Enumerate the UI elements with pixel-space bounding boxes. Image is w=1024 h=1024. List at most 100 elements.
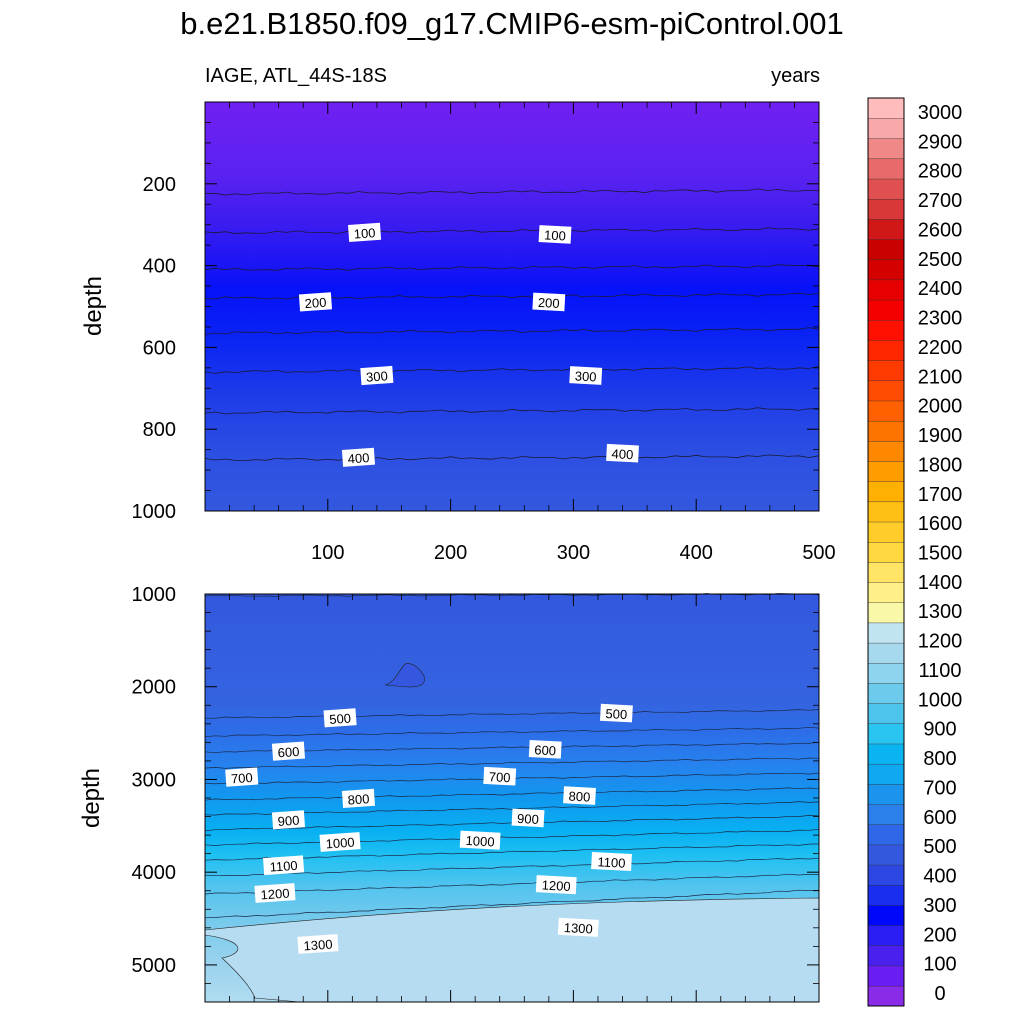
upper-contour-label-text: 200 — [304, 295, 327, 311]
upper-contour-label-box — [538, 225, 572, 244]
lower-contour-line — [204, 757, 820, 769]
lower-contour-label: 1000 — [319, 832, 361, 852]
shelf-patch — [384, 663, 425, 688]
upper-contour-label: 100 — [538, 225, 572, 244]
colorbar-level-label: 0 — [934, 983, 945, 1005]
upper-contour-label: 200 — [298, 292, 333, 312]
lower-contour-label: 1300 — [557, 917, 599, 937]
colorbar-level-label: 1500 — [918, 543, 963, 565]
lower-contour-label: 600 — [528, 739, 562, 759]
lower-contour-line — [204, 787, 820, 801]
colorbar-swatch — [867, 824, 905, 846]
variable-label: IAGE, ATL_44S-18S — [205, 65, 387, 87]
lower-contour-label-text: 600 — [277, 744, 300, 760]
upper-panel: 100 100 200 200 300 300 400 400 100 200 300 400 500… — [80, 101, 836, 564]
upper-contour-line — [204, 327, 820, 335]
colorbar-level-label: 2500 — [918, 249, 963, 271]
lower-contour-label-box — [535, 875, 577, 895]
lower-contour-label: 800 — [341, 788, 376, 808]
upper-contour-label: 400 — [341, 447, 376, 467]
lower-contour-label: 500 — [323, 708, 357, 728]
lower-y-tick-label: 3000 — [132, 769, 177, 791]
upper-contour-label: 300 — [360, 365, 394, 386]
colorbar-swatch — [867, 380, 905, 402]
upper-y-axis-label: depth — [80, 276, 107, 336]
lower-contour-label-box — [323, 708, 357, 728]
lower-contour-line — [204, 709, 820, 719]
lower-contour-label-box — [271, 810, 306, 830]
colorbar-swatch — [867, 541, 905, 563]
colorbar-swatch — [867, 440, 905, 462]
lower-contour-line — [204, 889, 820, 919]
colorbar-swatch — [867, 198, 905, 220]
colorbar-swatch — [867, 400, 905, 422]
colorbar-level-label: 600 — [923, 807, 956, 829]
colorbar-level-label: 1300 — [918, 601, 963, 623]
lower-y-tick-label: 1000 — [132, 584, 177, 606]
colorbar-swatch — [867, 218, 905, 240]
upper-contour-label-box — [606, 443, 639, 463]
lower-contour-label: 1100 — [591, 851, 632, 872]
colorbar-swatch — [867, 158, 905, 180]
upper-x-tick-label: 500 — [802, 542, 835, 564]
upper-contour-label-text: 100 — [353, 225, 376, 241]
upper-contour-label-text: 300 — [574, 368, 596, 384]
colorbar-level-label: 1200 — [918, 631, 963, 653]
upper-y-tick-label: 800 — [143, 419, 176, 441]
lower-contour-label-box — [263, 855, 305, 876]
colorbar-swatch — [867, 602, 905, 624]
upper-contour-label-text: 100 — [544, 227, 566, 243]
colorbar-frame — [867, 97, 905, 1007]
lower-y-tick-label: 2000 — [132, 677, 177, 699]
colorbar-level-label: 200 — [923, 924, 956, 946]
chart-title: b.e21.B1850.f09_g17.CMIP6-esm-piControl.… — [180, 6, 843, 41]
colorbar-level-label: 2600 — [918, 219, 963, 241]
colorbar-level-label: 800 — [923, 748, 956, 770]
colorbar-level-label: 100 — [923, 954, 956, 976]
lower-contour-label-box — [591, 851, 632, 872]
colorbar-swatch — [867, 884, 905, 906]
upper-contour-line — [204, 454, 820, 461]
upper-contour-line — [204, 227, 820, 235]
colorbar-level-label: 900 — [923, 719, 956, 741]
lower-contour-label-text: 500 — [329, 711, 352, 727]
lower-contour-label-text: 800 — [568, 789, 590, 805]
colorbar-swatch — [867, 925, 905, 946]
colorbar-swatch — [867, 239, 905, 260]
lower-contour-label-text: 700 — [488, 769, 510, 785]
lower-contour-label-text: 1200 — [260, 886, 290, 903]
lower-contour-label-text: 1100 — [269, 858, 298, 875]
lower-contour-label: 1300 — [297, 934, 339, 954]
colorbar-swatch — [867, 844, 905, 866]
upper-contour-labels: 100 100 200 200 300 300 400 400 — [298, 222, 639, 467]
colorbar-swatch — [867, 804, 905, 825]
upper-contour-label: 200 — [532, 292, 566, 312]
colorbar-swatch — [867, 420, 905, 442]
colorbar-swatch — [867, 299, 905, 321]
lower-contour-line — [204, 857, 820, 877]
lower-contour-label: 1200 — [535, 875, 577, 895]
colorbar-swatch — [867, 743, 905, 765]
lower-contour-label-box — [319, 832, 361, 852]
upper-ticks: 100 200 300 400 500 200 400 600 800 1000 — [132, 102, 836, 564]
lower-contour-label-text: 700 — [230, 770, 253, 786]
colorbar-swatch — [867, 481, 905, 503]
colorbar-level-label: 2300 — [918, 308, 963, 330]
upper-plot-field — [205, 102, 819, 511]
colorbar-level-label: 400 — [923, 866, 956, 888]
colorbar-level-label: 2100 — [918, 366, 963, 388]
lower-contour-label: 500 — [600, 703, 633, 723]
upper-contour-label-box — [348, 222, 382, 242]
upper-y-tick-label: 600 — [143, 337, 176, 359]
lower-contour-label-box — [297, 934, 339, 954]
colorbar-swatch — [867, 985, 905, 1007]
lower-contour-line — [204, 741, 820, 754]
lower-contour-label-text: 1200 — [541, 877, 571, 893]
lower-contour-label-text: 1000 — [325, 835, 355, 852]
colorbar-level-label: 2900 — [918, 131, 963, 153]
upper-contour-line — [204, 407, 820, 415]
colorbar-swatch — [867, 319, 905, 341]
lower-contour-label: 600 — [271, 741, 306, 761]
upper-contour-label-box — [341, 447, 376, 467]
lower-contour-label-text: 900 — [277, 813, 300, 829]
